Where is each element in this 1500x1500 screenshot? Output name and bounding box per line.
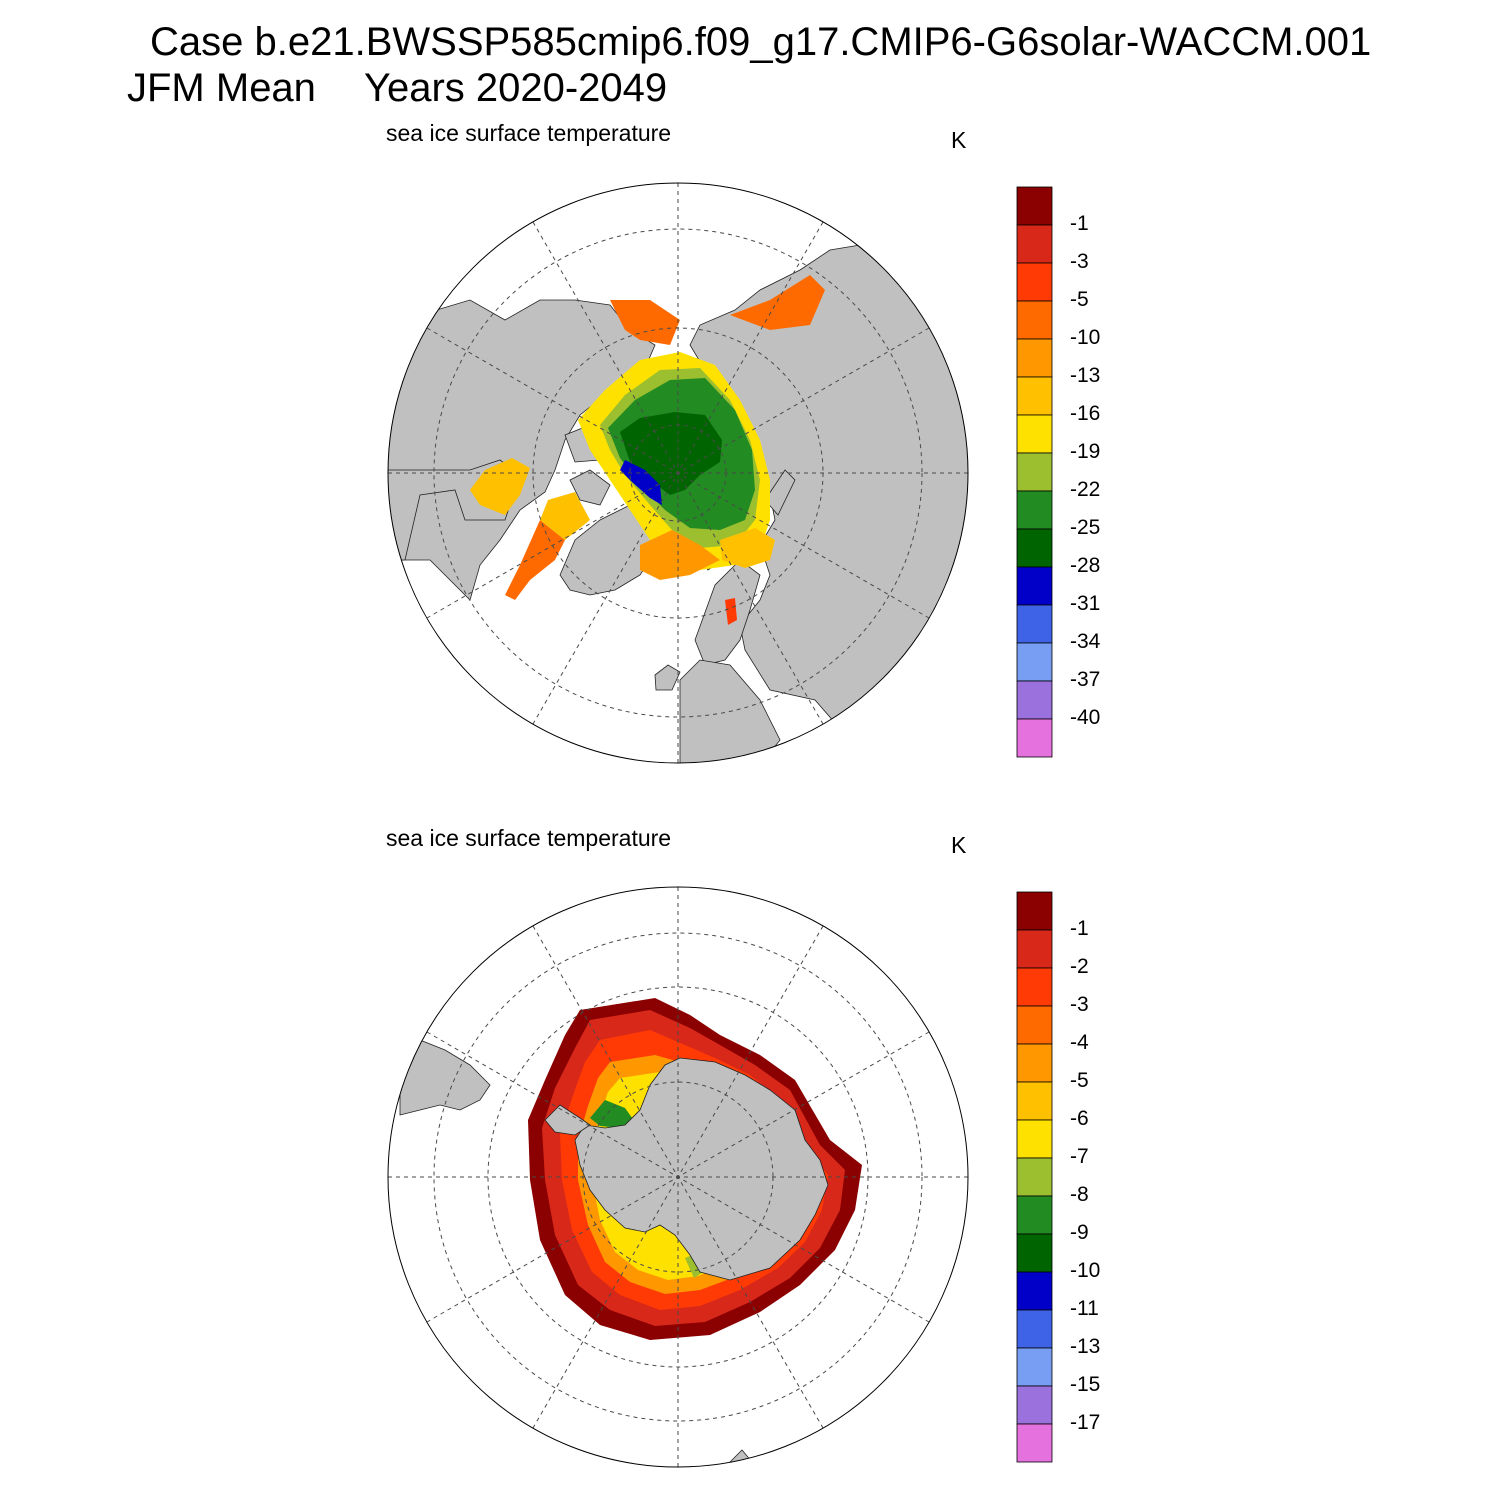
nh-ice-okhotsk xyxy=(730,275,825,330)
season-label: JFM Mean xyxy=(127,66,316,110)
nh-land-iceland xyxy=(654,664,681,691)
nh-colorbar-box xyxy=(1016,452,1053,492)
nh-colorbar-box xyxy=(1016,680,1053,720)
sh-land-antarctica xyxy=(574,1057,829,1281)
sh-colorbar-tick-label: -3 xyxy=(1070,993,1089,1016)
sh-colorbar-tick-label: -9 xyxy=(1070,1221,1089,1244)
nh-colorbar-box xyxy=(1016,300,1053,340)
figure-subtitle: JFM Mean Years 2020-2049 xyxy=(127,66,667,110)
sh-colorbar xyxy=(1016,891,1053,1463)
nh-colorbar-box xyxy=(1016,224,1053,264)
nh-colorbar-box xyxy=(1016,376,1053,416)
sh-colorbar-box xyxy=(1016,1081,1053,1121)
nh-land-novaya-zemlya xyxy=(764,469,796,516)
nh-colorbar-tick-label: -31 xyxy=(1070,592,1101,615)
sh-colorbar-tick-label: -7 xyxy=(1070,1145,1089,1168)
sh-colorbar-tick-label: -8 xyxy=(1070,1183,1089,1206)
nh-colorbar-box xyxy=(1016,414,1053,454)
sh-colorbar-tick-label: -13 xyxy=(1070,1335,1101,1358)
sh-colorbar-box xyxy=(1016,1309,1053,1349)
nh-ice-hudson-bay xyxy=(470,458,530,515)
nh-colorbar-box xyxy=(1016,262,1053,302)
sh-land xyxy=(399,1039,829,1467)
sh-colorbar-box xyxy=(1016,1347,1053,1387)
sh-colorbar-tick-label: -2 xyxy=(1070,955,1089,978)
sh-colorbar-box xyxy=(1016,1005,1053,1045)
nh-graticule xyxy=(388,183,968,763)
sh-colorbar-tick-label: -5 xyxy=(1070,1069,1089,1092)
nh-ice-baffin xyxy=(540,492,590,540)
nh-colorbar-tick-label: -13 xyxy=(1070,364,1101,387)
nh-colorbar-box xyxy=(1016,566,1053,606)
sh-graticule xyxy=(388,887,968,1467)
nh-colorbar-tick-label: -22 xyxy=(1070,478,1101,501)
nh-ice-baltic xyxy=(725,598,737,625)
sh-colorbar-tick-label: -10 xyxy=(1070,1259,1101,1282)
sh-polar-map xyxy=(387,886,969,1468)
nh-ice-barents xyxy=(720,528,775,568)
sh-unit-label: K xyxy=(951,832,967,858)
nh-colorbar-box xyxy=(1016,642,1053,682)
sh-colorbar-box xyxy=(1016,891,1053,931)
nh-colorbar-tick-label: -34 xyxy=(1070,630,1101,653)
nh-colorbar-tick-label: -40 xyxy=(1070,706,1101,729)
sh-colorbar-tick-label: -11 xyxy=(1070,1297,1099,1320)
nh-sea-ice xyxy=(470,275,825,625)
nh-colorbar-box xyxy=(1016,718,1053,758)
figure-title: Case b.e21.BWSSP585cmip6.f09_g17.CMIP6-G… xyxy=(150,20,1372,64)
sh-colorbar-box xyxy=(1016,1271,1053,1311)
nh-unit-label: K xyxy=(951,127,967,153)
sh-colorbar-tick-label: -4 xyxy=(1070,1031,1089,1054)
sh-colorbar-box xyxy=(1016,1195,1053,1235)
nh-ice-labrador xyxy=(505,520,565,600)
sh-colorbar-box xyxy=(1016,967,1053,1007)
nh-colorbar xyxy=(1016,186,1053,758)
nh-colorbar-tick-label: -25 xyxy=(1070,516,1101,539)
sh-colorbar-tick-label: -6 xyxy=(1070,1107,1089,1130)
sh-land-peninsula xyxy=(544,1104,591,1136)
nh-colorbar-tick-label: -28 xyxy=(1070,554,1101,577)
nh-colorbar-box xyxy=(1016,338,1053,378)
sh-colorbar-tick-label: -17 xyxy=(1070,1411,1101,1434)
nh-colorbar-tick-label: -3 xyxy=(1070,250,1089,273)
nh-colorbar-box xyxy=(1016,490,1053,530)
nh-colorbar-tick-label: -19 xyxy=(1070,440,1101,463)
nh-colorbar-tick-label: -10 xyxy=(1070,326,1101,349)
nh-panel-title: sea ice surface temperature xyxy=(386,120,672,146)
nh-colorbar-tick-label: -37 xyxy=(1070,668,1101,691)
sh-colorbar-box xyxy=(1016,1157,1053,1197)
sh-land-south-america xyxy=(399,1039,491,1116)
nh-colorbar-box xyxy=(1016,186,1053,226)
nh-land-archipelago-2 xyxy=(569,469,611,506)
nh-colorbar-tick-label: -16 xyxy=(1070,402,1101,425)
sh-colorbar-box xyxy=(1016,1423,1053,1463)
nh-ice-bering xyxy=(610,300,680,345)
nh-colorbar-tick-label: -1 xyxy=(1070,212,1089,235)
nh-map-border xyxy=(387,182,969,764)
years-label: Years 2020-2049 xyxy=(363,66,668,110)
sh-ice-weddell xyxy=(590,1100,635,1128)
nh-colorbar-box xyxy=(1016,528,1053,568)
nh-polar-map xyxy=(387,182,969,764)
sh-colorbar-tick-label: -15 xyxy=(1070,1373,1101,1396)
nh-ice-greenland-sea xyxy=(640,530,720,580)
sh-colorbar-box xyxy=(1016,1119,1053,1159)
sh-colorbar-box xyxy=(1016,929,1053,969)
sh-colorbar-tick-label: -1 xyxy=(1070,917,1089,940)
sh-panel-title: sea ice surface temperature xyxy=(386,825,672,851)
sh-colorbar-box xyxy=(1016,1043,1053,1083)
sh-map-border xyxy=(387,886,969,1468)
sh-colorbar-box xyxy=(1016,1385,1053,1425)
sh-colorbar-box xyxy=(1016,1233,1053,1273)
nh-colorbar-tick-label: -5 xyxy=(1070,288,1089,311)
nh-colorbar-box xyxy=(1016,604,1053,644)
